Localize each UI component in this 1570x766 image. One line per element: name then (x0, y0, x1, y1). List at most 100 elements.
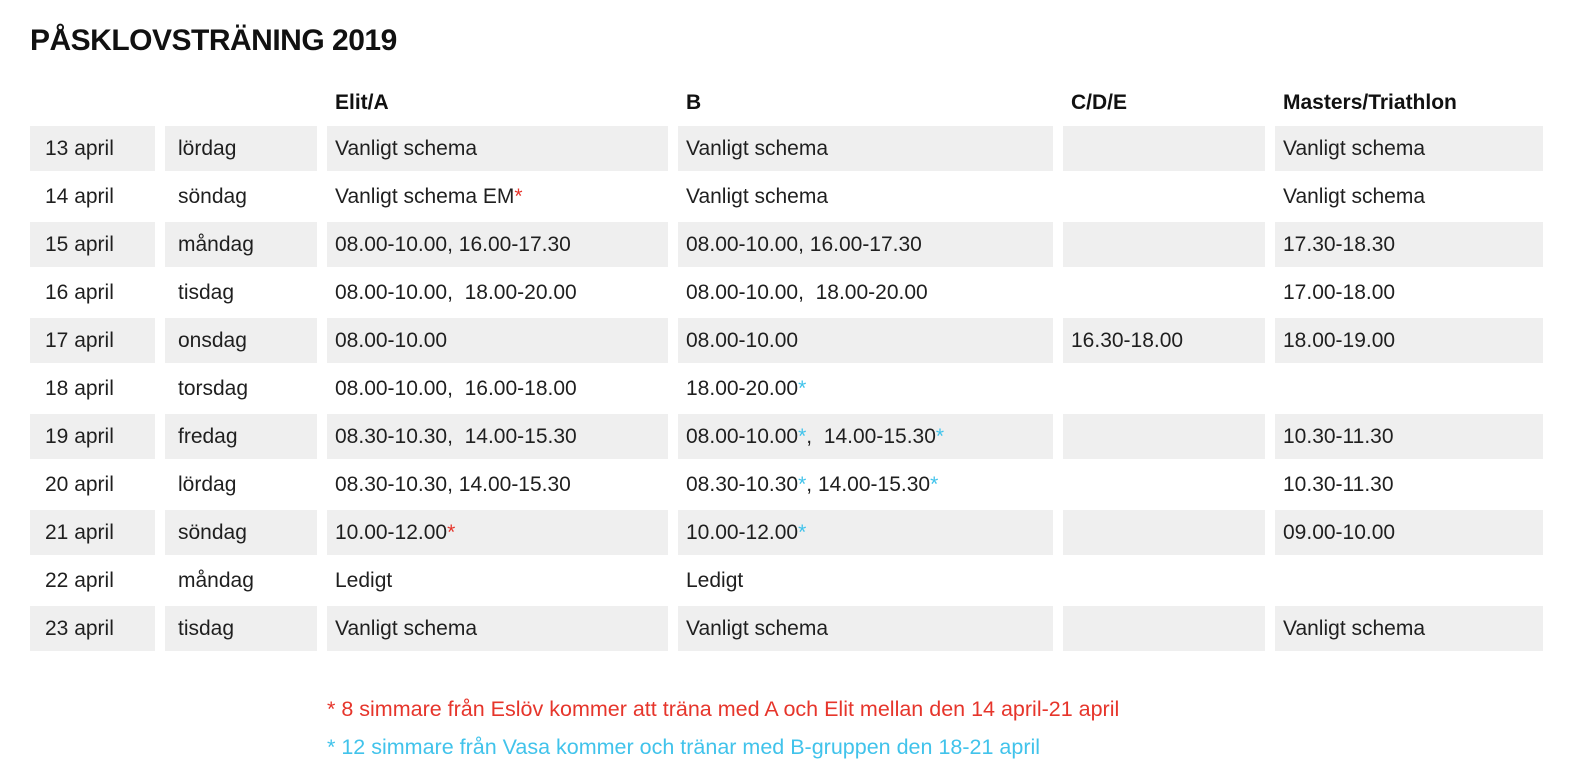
cell-elit-a: 08.00-10.00, 18.00-20.00 (327, 270, 668, 315)
asterisk-marker: * (930, 472, 939, 496)
footnote-vasa: * 12 simmare från Vasa kommer och tränar… (327, 734, 1041, 759)
cell-text: Vanligt schema (1283, 136, 1426, 160)
cell-text: 08.00-10.00 (686, 328, 799, 352)
table-row: 14 april söndag Vanligt schema EM* Vanligt … (30, 174, 1543, 219)
cell-text: , 14.00-15.30 (806, 424, 936, 448)
cell-text: Vanligt schema EM (335, 184, 515, 208)
cell-b: 18.00-20.00* (678, 366, 1053, 411)
cell-b: 08.00-10.00 (678, 318, 1053, 363)
cell-text: Vanligt schema (1283, 616, 1426, 640)
asterisk-marker: * (514, 184, 523, 208)
table-row: 22 april måndag Ledigt Ledigt (30, 558, 1543, 603)
cell-cde (1063, 462, 1265, 507)
cell-elit-a: 08.30-10.30, 14.00-15.30 (327, 414, 668, 459)
table-row: 19 april fredag 08.30-10.30, 14.00-15.30 08… (30, 414, 1543, 459)
cell-text: 18.00-20.00 (686, 376, 799, 400)
cell-day: lördag (165, 126, 317, 171)
cell-day: lördag (165, 462, 317, 507)
cell-date: 20 april (30, 462, 155, 507)
cell-text: Ledigt (335, 568, 393, 592)
cell-text: Ledigt (686, 568, 744, 592)
table-row: 15 april måndag 08.00-10.00, 16.00-17.30 08… (30, 222, 1543, 267)
cell-text: 08.00-10.00, 16.00-18.00 (335, 376, 577, 400)
cell-text: onsdag (178, 328, 247, 352)
cell-masters: 18.00-19.00 (1275, 318, 1543, 363)
table-row: 23 april tisdag Vanligt schema Vanligt sche… (30, 606, 1543, 651)
cell-text: 08.30-10.30, 14.00-15.30 (335, 424, 577, 448)
cell-date: 14 april (30, 174, 155, 219)
table-row: 13 april lördag Vanligt schema Vanligt sche… (30, 126, 1543, 171)
column-header-masters-triathlon: Masters/Triathlon (1283, 91, 1457, 114)
cell-elit-a: 10.00-12.00* (327, 510, 668, 555)
cell-text: 17.00-18.00 (1283, 280, 1396, 304)
schedule-body: 13 april lördag Vanligt schema Vanligt sche… (30, 126, 1543, 651)
cell-text: 10.30-11.30 (1283, 472, 1394, 496)
table-row: 21 april söndag 10.00-12.00* 10.00-12.00* 09… (30, 510, 1543, 555)
cell-masters: Vanligt schema (1275, 174, 1543, 219)
training-schedule-table: Elit/A B C/D/E Masters/Triathlon 13 apri… (20, 80, 1553, 654)
cell-masters: Vanligt schema (1275, 126, 1543, 171)
cell-cde (1063, 558, 1265, 603)
column-header-cde: C/D/E (1071, 91, 1128, 114)
cell-text: 19 april (45, 424, 114, 448)
asterisk-marker: * (798, 520, 807, 544)
cell-text: 22 april (45, 568, 114, 592)
cell-text: torsdag (178, 376, 249, 400)
cell-b: 08.00-10.00, 16.00-17.30 (678, 222, 1053, 267)
cell-date: 23 april (30, 606, 155, 651)
cell-b: Vanligt schema (678, 174, 1053, 219)
column-header-day (165, 83, 317, 123)
cell-text: måndag (178, 232, 254, 256)
cell-day: måndag (165, 222, 317, 267)
cell-cde (1063, 126, 1265, 171)
cell-masters: 09.00-10.00 (1275, 510, 1543, 555)
cell-day: söndag (165, 174, 317, 219)
cell-cde (1063, 222, 1265, 267)
cell-text: 16 april (45, 280, 114, 304)
cell-text: 13 april (45, 136, 114, 160)
cell-b: 08.00-10.00*, 14.00-15.30* (678, 414, 1053, 459)
cell-text: 08.00-10.00, 16.00-17.30 (686, 232, 922, 256)
cell-cde: 16.30-18.00 (1063, 318, 1265, 363)
asterisk-marker: * (447, 520, 456, 544)
cell-elit-a: Vanligt schema EM* (327, 174, 668, 219)
cell-masters: 10.30-11.30 (1275, 462, 1543, 507)
table-row: 18 april torsdag 08.00-10.00, 16.00-18.00 1… (30, 366, 1543, 411)
cell-text: Vanligt schema (686, 184, 829, 208)
cell-text: 15 april (45, 232, 114, 256)
cell-elit-a: Vanligt schema (327, 606, 668, 651)
cell-day: fredag (165, 414, 317, 459)
cell-text: 21 april (45, 520, 114, 544)
cell-text: 10.00-12.00 (686, 520, 799, 544)
cell-elit-a: Ledigt (327, 558, 668, 603)
cell-date: 22 april (30, 558, 155, 603)
cell-b: Ledigt (678, 558, 1053, 603)
cell-day: onsdag (165, 318, 317, 363)
cell-text: måndag (178, 568, 254, 592)
cell-masters: 10.30-11.30 (1275, 414, 1543, 459)
table-row: 20 april lördag 08.30-10.30, 14.00-15.30 08… (30, 462, 1543, 507)
cell-text: 08.00-10.00, 18.00-20.00 (335, 280, 577, 304)
cell-date: 13 april (30, 126, 155, 171)
cell-masters: 17.30-18.30 (1275, 222, 1543, 267)
cell-cde (1063, 606, 1265, 651)
cell-cde (1063, 270, 1265, 315)
cell-masters (1275, 558, 1543, 603)
column-header-b: B (686, 91, 702, 114)
cell-b: 10.00-12.00* (678, 510, 1053, 555)
cell-elit-a: Vanligt schema (327, 126, 668, 171)
cell-text: 20 april (45, 472, 114, 496)
cell-masters: 17.00-18.00 (1275, 270, 1543, 315)
table-row: 17 april onsdag 08.00-10.00 08.00-10.00 16.3… (30, 318, 1543, 363)
cell-text: Vanligt schema (1283, 184, 1426, 208)
cell-text: 08.00-10.00 (686, 424, 799, 448)
asterisk-marker: * (798, 472, 807, 496)
cell-text: 08.00-10.00 (335, 328, 448, 352)
cell-day: tisdag (165, 270, 317, 315)
cell-day: tisdag (165, 606, 317, 651)
asterisk-marker: * (798, 376, 807, 400)
cell-cde (1063, 414, 1265, 459)
cell-text: 08.30-10.30 (686, 472, 799, 496)
cell-text: Vanligt schema (686, 616, 829, 640)
cell-text: 17 april (45, 328, 114, 352)
